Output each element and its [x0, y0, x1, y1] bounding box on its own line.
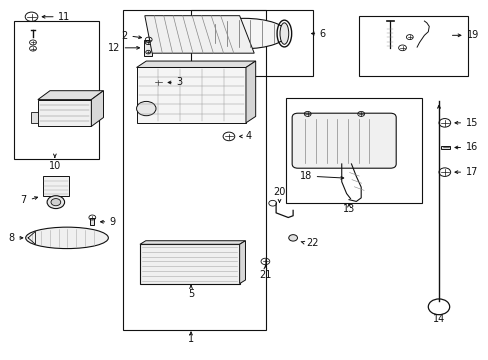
Bar: [136, 67, 245, 123]
Ellipse shape: [198, 22, 208, 45]
Text: 2: 2: [122, 31, 127, 41]
Text: 15: 15: [465, 118, 477, 128]
Text: 17: 17: [465, 167, 477, 177]
Polygon shape: [140, 241, 245, 244]
Bar: [285, 98, 421, 203]
Text: 14: 14: [432, 314, 444, 324]
Ellipse shape: [202, 18, 286, 49]
Polygon shape: [38, 91, 103, 100]
Text: 4: 4: [245, 131, 252, 141]
Bar: [441, 146, 449, 149]
Bar: [191, 10, 312, 76]
Polygon shape: [239, 241, 245, 284]
Text: 7: 7: [20, 195, 27, 205]
Text: 20: 20: [273, 187, 285, 197]
Polygon shape: [245, 61, 255, 123]
Polygon shape: [91, 91, 103, 126]
Text: 21: 21: [259, 270, 271, 280]
Text: 10: 10: [49, 161, 61, 171]
Polygon shape: [144, 16, 254, 53]
Circle shape: [47, 196, 64, 208]
Text: 9: 9: [110, 217, 116, 227]
Bar: [42, 176, 69, 196]
Bar: [30, 112, 38, 123]
Bar: [14, 21, 99, 158]
Text: 1: 1: [187, 334, 194, 344]
Circle shape: [136, 102, 156, 116]
Text: 18: 18: [299, 171, 311, 181]
Text: 12: 12: [107, 43, 120, 53]
Bar: [358, 16, 467, 76]
Text: 6: 6: [319, 28, 325, 39]
Text: 19: 19: [466, 30, 478, 40]
Circle shape: [51, 199, 61, 206]
Bar: [122, 10, 266, 330]
Bar: [140, 244, 239, 284]
Text: 11: 11: [58, 12, 70, 22]
Text: 22: 22: [305, 238, 318, 248]
Text: 13: 13: [342, 203, 354, 213]
Text: 5: 5: [187, 289, 194, 298]
FancyBboxPatch shape: [291, 113, 395, 168]
Polygon shape: [136, 61, 255, 67]
Text: 8: 8: [8, 233, 15, 243]
Bar: [90, 218, 94, 225]
Bar: [38, 100, 91, 126]
Bar: [144, 40, 152, 56]
Ellipse shape: [26, 227, 108, 249]
Text: 3: 3: [176, 77, 182, 87]
Circle shape: [288, 235, 297, 241]
Text: 16: 16: [465, 143, 477, 153]
Ellipse shape: [280, 23, 288, 44]
